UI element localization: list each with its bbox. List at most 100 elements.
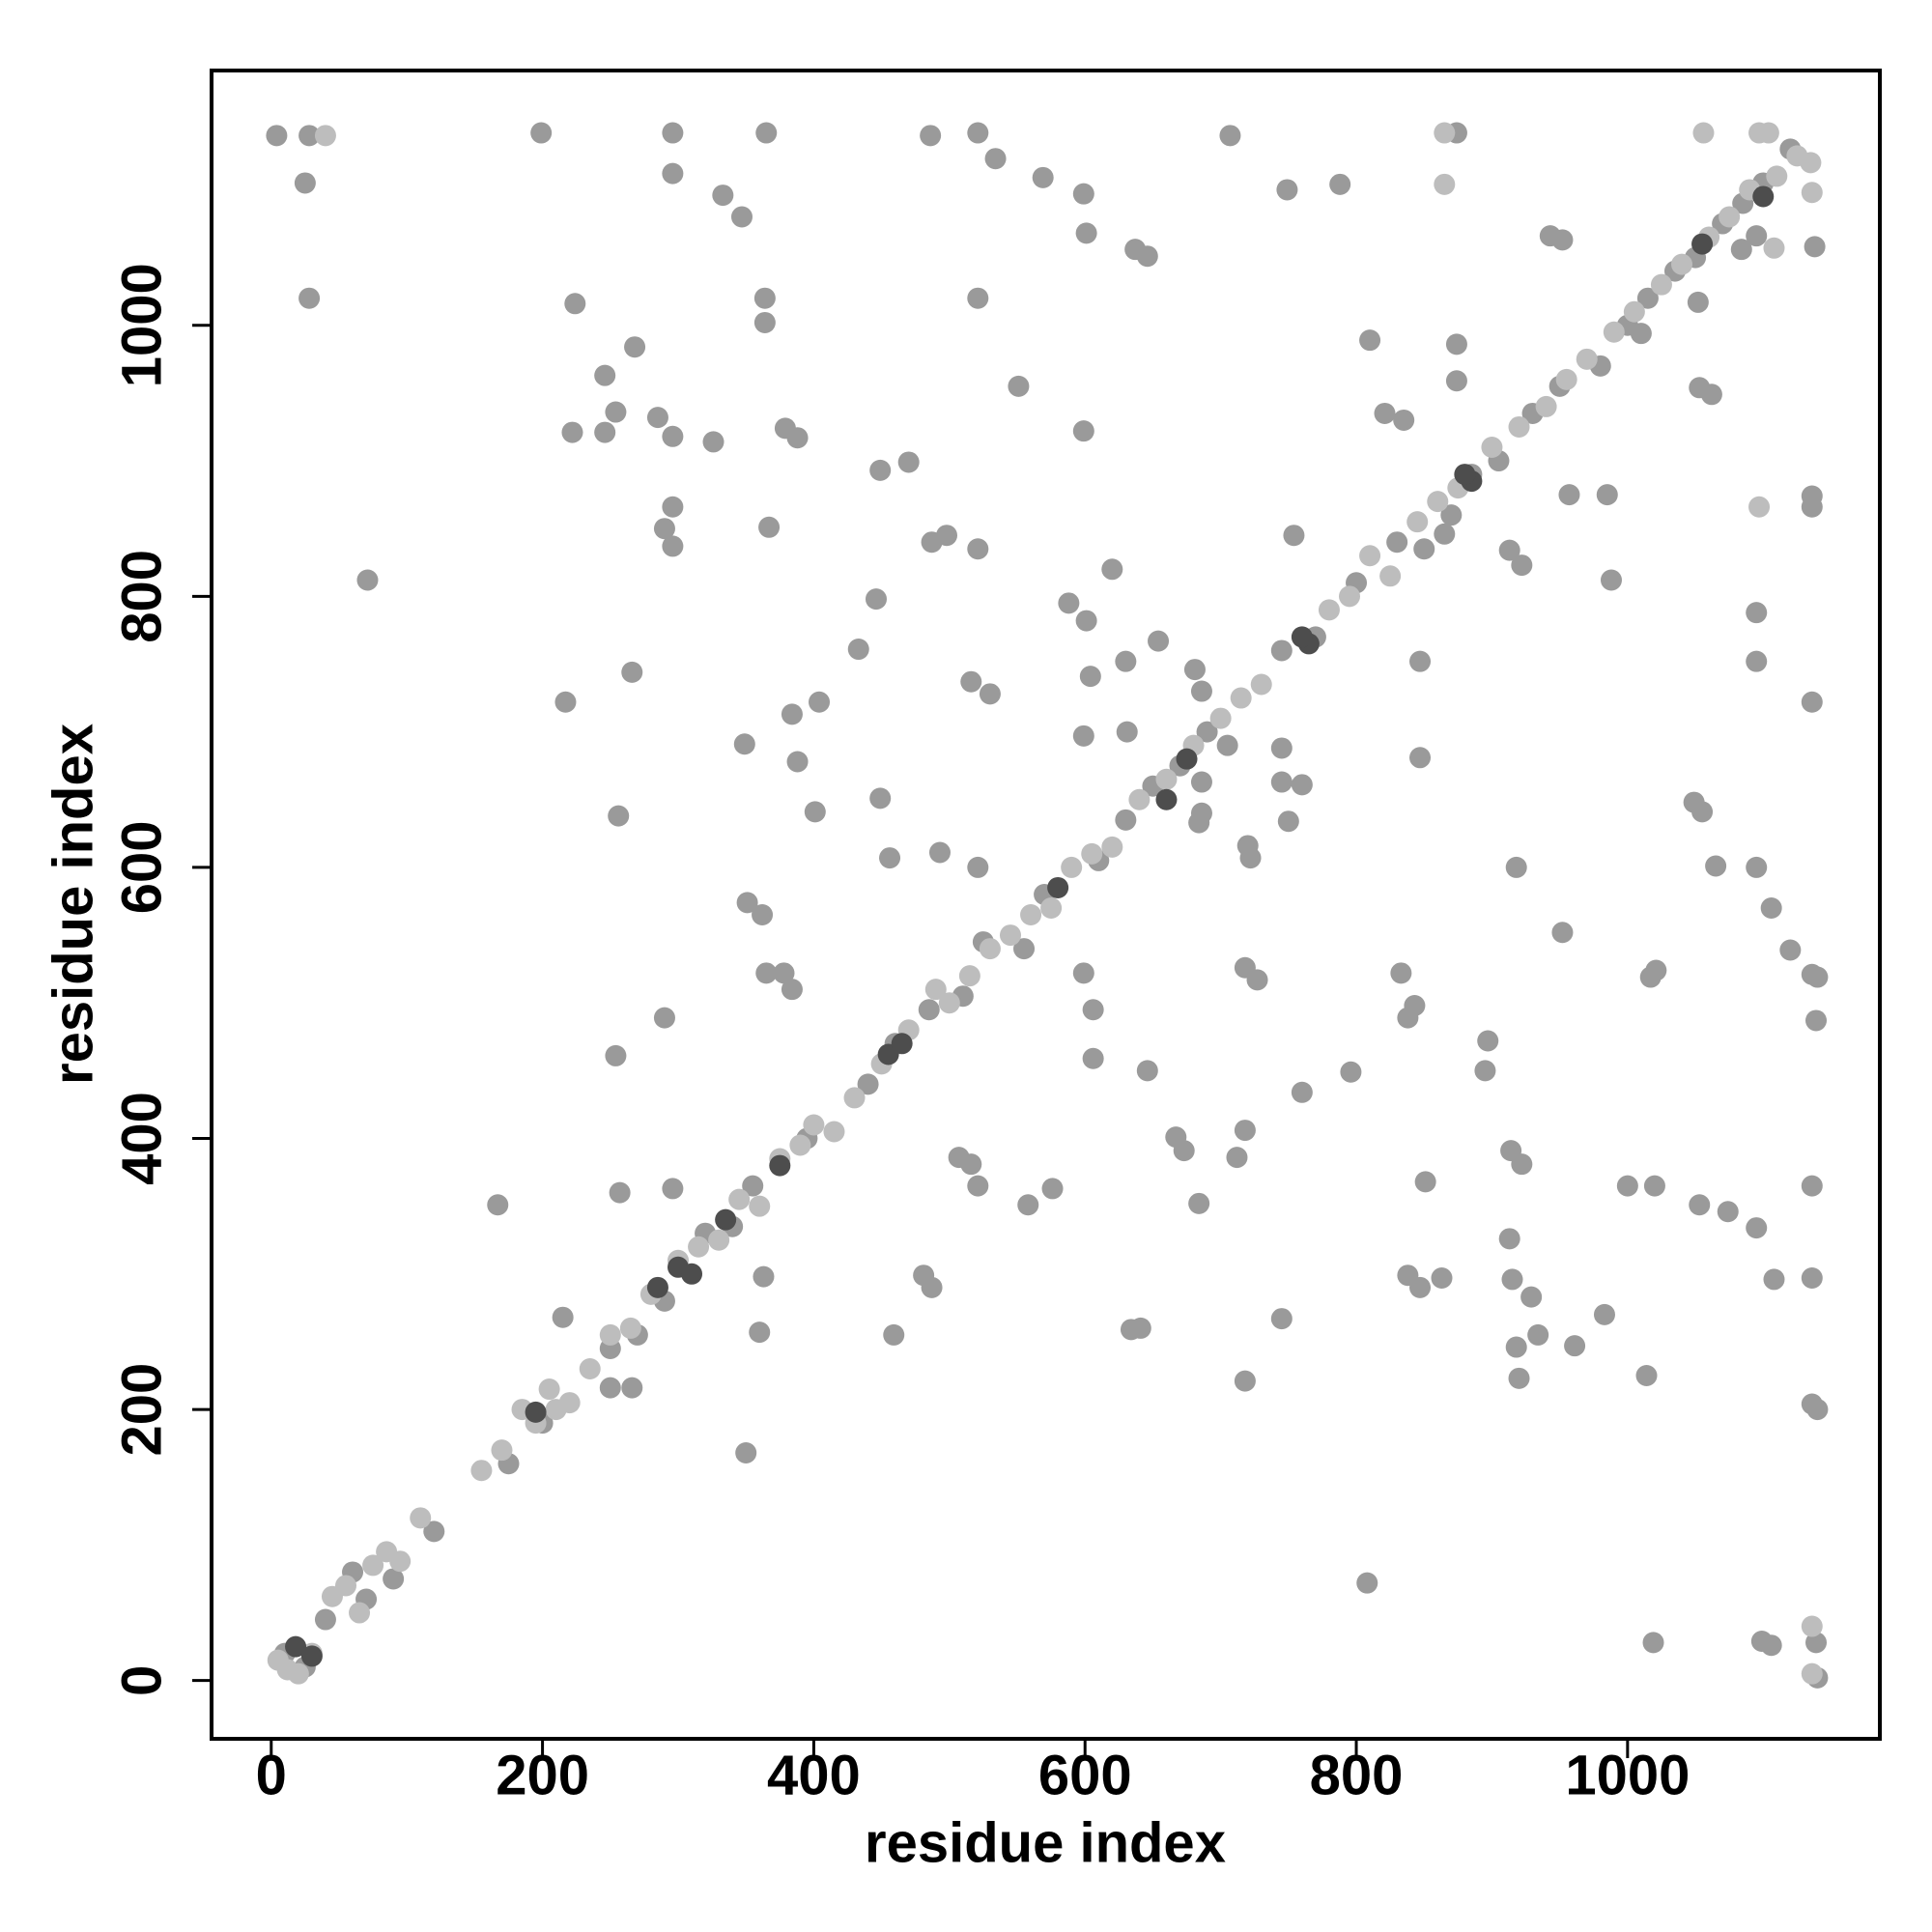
point (1409, 747, 1432, 769)
point (1434, 122, 1456, 144)
point (1190, 771, 1212, 793)
point (1291, 1081, 1313, 1103)
plot-frame (210, 69, 1882, 1741)
point (1671, 253, 1693, 275)
point (662, 496, 684, 518)
point (1032, 166, 1054, 188)
point (653, 1007, 675, 1029)
point (1555, 368, 1577, 390)
point (1188, 1192, 1210, 1214)
point (294, 172, 316, 194)
point (967, 287, 989, 309)
point (1120, 1319, 1142, 1341)
point (1564, 1335, 1586, 1357)
point (624, 336, 646, 358)
point (920, 125, 942, 147)
point (936, 525, 958, 547)
point (1081, 842, 1103, 865)
point (1339, 585, 1361, 608)
point (1474, 1060, 1496, 1082)
point (1116, 721, 1138, 743)
point (1359, 329, 1381, 352)
point (984, 148, 1007, 170)
point (605, 1044, 627, 1066)
point (525, 1401, 547, 1423)
point (1603, 321, 1625, 343)
y-tick-label: 600 (110, 821, 173, 915)
point (891, 1033, 913, 1055)
point (781, 703, 803, 725)
point (1508, 415, 1530, 438)
point (688, 1236, 710, 1258)
point (349, 1602, 371, 1624)
point (1283, 525, 1305, 547)
point (958, 965, 980, 987)
point (960, 670, 982, 693)
point (1128, 788, 1151, 810)
point (960, 1153, 982, 1176)
point (1705, 855, 1727, 877)
point (1041, 1178, 1064, 1200)
point (285, 1635, 307, 1658)
point (735, 1441, 757, 1463)
point (1805, 1009, 1828, 1032)
point (1270, 737, 1293, 759)
point (1691, 233, 1714, 255)
point (1596, 484, 1618, 506)
point (1801, 1267, 1823, 1290)
point (621, 661, 643, 683)
point (1730, 239, 1752, 261)
point (752, 904, 774, 926)
point (728, 1188, 751, 1210)
point (1445, 370, 1467, 392)
point (883, 1323, 905, 1346)
point (1072, 962, 1094, 984)
point (662, 122, 684, 144)
point (530, 122, 553, 144)
point (1746, 650, 1768, 672)
point (1115, 809, 1137, 831)
point (1616, 1175, 1638, 1197)
point (287, 1662, 309, 1685)
point (356, 569, 379, 591)
point (662, 1178, 684, 1200)
point (470, 1460, 493, 1482)
point (554, 691, 577, 713)
point (869, 459, 892, 481)
point (599, 1377, 621, 1399)
point (1270, 771, 1293, 793)
point (1250, 673, 1272, 696)
point (1340, 1061, 1362, 1083)
point (1386, 531, 1408, 554)
point (1757, 122, 1779, 144)
point (300, 1645, 323, 1667)
point (1636, 287, 1659, 309)
point (979, 938, 1001, 960)
point (1329, 173, 1351, 195)
point (1760, 897, 1782, 920)
point (967, 122, 989, 144)
point (733, 733, 755, 755)
point (1020, 904, 1042, 926)
point (938, 992, 960, 1014)
point (1190, 680, 1212, 702)
point (1270, 1308, 1293, 1330)
point (314, 125, 336, 147)
point (1431, 1267, 1453, 1290)
point (1270, 639, 1293, 662)
point (599, 1323, 621, 1346)
y-tick-label: 800 (110, 550, 173, 643)
point (1136, 1060, 1158, 1082)
point (1639, 966, 1662, 988)
point (487, 1194, 509, 1216)
point (967, 538, 989, 560)
point (715, 1208, 737, 1231)
point (742, 1175, 764, 1197)
point (619, 1317, 641, 1339)
point (410, 1507, 432, 1529)
point (1226, 1147, 1248, 1169)
point (803, 1114, 825, 1136)
point (298, 287, 321, 309)
point (1413, 538, 1435, 560)
